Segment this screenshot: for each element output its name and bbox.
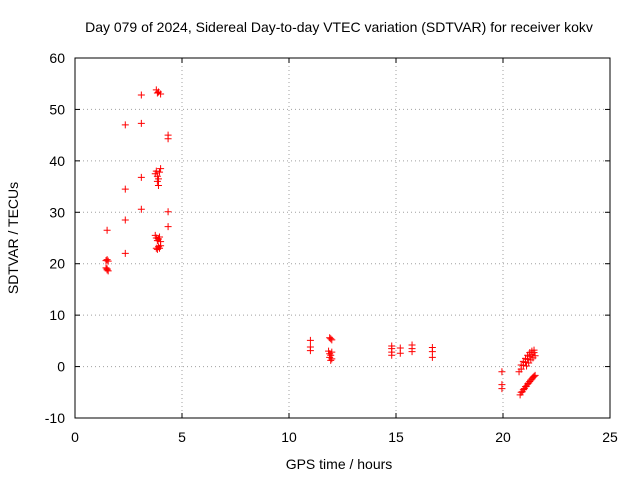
- data-point: [157, 90, 165, 98]
- data-point: [157, 242, 165, 250]
- y-tick-label: 30: [49, 204, 65, 220]
- data-point: [137, 173, 145, 181]
- x-tick-label: 0: [71, 429, 79, 445]
- data-point: [153, 237, 161, 245]
- data-point: [164, 208, 172, 216]
- gridlines: [75, 58, 610, 418]
- data-point: [153, 177, 161, 185]
- data-point: [327, 335, 335, 343]
- data-point: [137, 119, 145, 127]
- x-tick-label: 15: [388, 429, 404, 445]
- axis-ticks: 0 5 10 15 20 25 -10 0 10 20 30 40 50 60: [45, 50, 618, 445]
- y-tick-label: 0: [57, 359, 65, 375]
- data-point: [328, 348, 336, 356]
- data-point: [157, 165, 165, 173]
- y-tick-label: 20: [49, 256, 65, 272]
- x-tick-label: 25: [602, 429, 618, 445]
- data-point: [156, 168, 164, 176]
- data-point: [306, 347, 314, 355]
- x-tick-label: 5: [178, 429, 186, 445]
- data-point: [388, 351, 396, 359]
- data-point: [531, 371, 539, 379]
- data-point: [102, 257, 110, 265]
- data-point: [306, 336, 314, 344]
- data-point: [164, 223, 172, 231]
- data-point: [121, 185, 129, 193]
- data-point: [498, 368, 506, 376]
- data-point: [396, 349, 404, 357]
- data-point: [498, 385, 506, 393]
- data-point: [328, 355, 336, 363]
- y-axis-label: SDTVAR / TECUs: [5, 182, 21, 294]
- data-point: [530, 372, 538, 380]
- y-tick-label: 60: [49, 50, 65, 66]
- data-point: [103, 226, 111, 234]
- data-point: [154, 182, 162, 190]
- data-point: [103, 266, 111, 274]
- x-axis-label: GPS time / hours: [286, 456, 393, 472]
- data-point: [121, 121, 129, 129]
- data-point: [153, 89, 161, 97]
- y-tick-label: -10: [45, 410, 65, 426]
- data-point: [428, 353, 436, 361]
- data-point: [156, 233, 164, 241]
- data-point: [121, 249, 129, 257]
- data-point: [137, 205, 145, 213]
- data-point: [164, 135, 172, 143]
- x-tick-label: 20: [495, 429, 511, 445]
- data-point: [517, 361, 525, 369]
- data-point: [121, 216, 129, 224]
- data-point: [152, 167, 160, 175]
- plot-frame: [74, 57, 611, 419]
- y-tick-label: 10: [49, 307, 65, 323]
- data-point: [327, 356, 335, 364]
- data-point: [328, 336, 336, 344]
- data-series: [102, 86, 539, 399]
- data-point: [530, 346, 538, 354]
- y-tick-label: 40: [49, 153, 65, 169]
- x-tick-label: 10: [281, 429, 297, 445]
- data-point: [103, 256, 111, 264]
- data-point: [137, 91, 145, 99]
- data-point: [531, 352, 539, 360]
- y-tick-label: 50: [49, 101, 65, 117]
- chart-title: Day 079 of 2024, Sidereal Day-to-day VTE…: [85, 19, 593, 35]
- data-point: [408, 348, 416, 356]
